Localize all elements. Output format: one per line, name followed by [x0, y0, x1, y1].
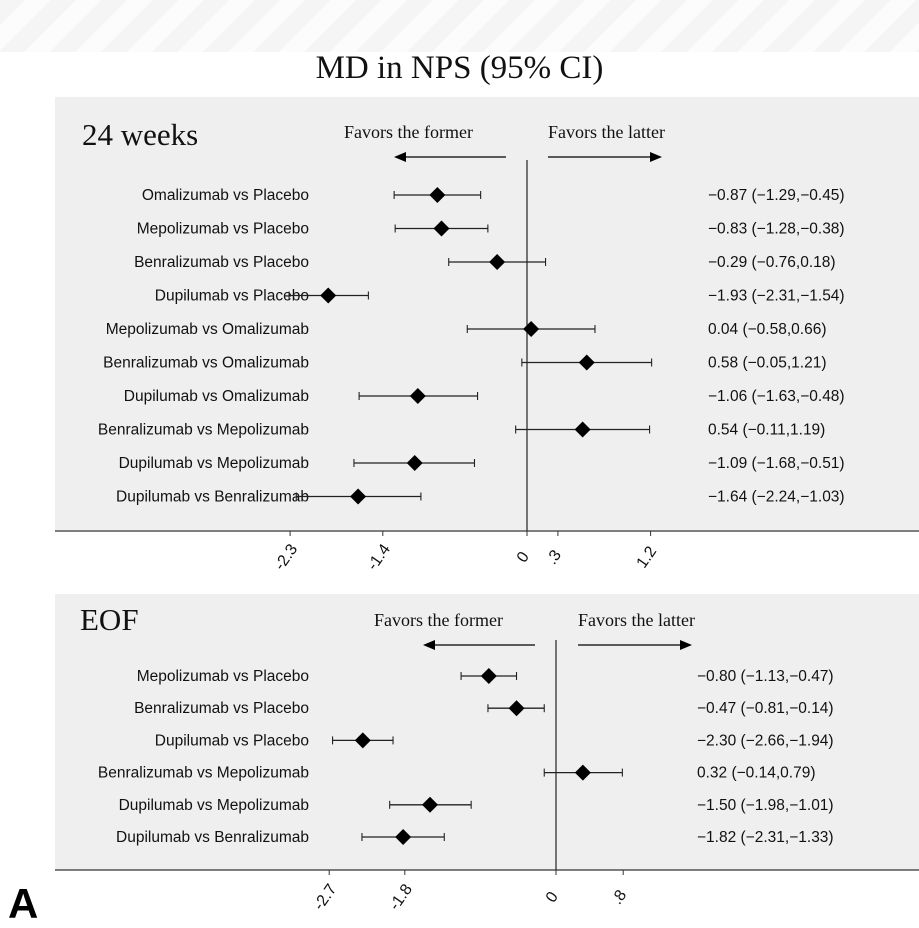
point-estimate-diamond-24-weeks — [578, 354, 595, 371]
favors-latter-arrowhead-24-weeks — [650, 152, 662, 162]
row-value-eof: −2.30 (−2.66,−1.94) — [697, 732, 834, 749]
point-estimate-diamond-eof — [480, 668, 497, 684]
favors-latter-arrowhead-eof — [680, 640, 692, 650]
row-value-eof: −1.50 (−1.98,−1.01) — [697, 797, 834, 814]
point-estimate-diamond-eof — [422, 796, 438, 813]
row-label-24-weeks: Dupilumab vs Mepolizumab — [119, 455, 309, 472]
point-estimate-diamond-24-weeks — [489, 254, 506, 270]
x-tick-label-eof: -1.8 — [386, 881, 416, 913]
row-label-24-weeks: Dupilumab vs Omalizumab — [124, 388, 309, 405]
x-tick-label-24-weeks: -1.4 — [364, 541, 394, 573]
x-tick-label-eof: -2.7 — [311, 881, 341, 913]
favors-former-label-24-weeks: Favors the former — [344, 122, 473, 142]
header-band — [0, 0, 919, 52]
x-tick-label-24-weeks: 1.2 — [634, 543, 661, 571]
row-label-24-weeks: Dupilumab vs Benralizumab — [116, 489, 309, 506]
row-value-24-weeks: −1.93 (−2.31,−1.54) — [708, 288, 845, 305]
point-estimate-diamond-24-weeks — [429, 187, 446, 203]
row-value-eof: −0.80 (−1.13,−0.47) — [697, 668, 834, 685]
x-tick-label-24-weeks: -2.3 — [272, 541, 302, 573]
row-value-24-weeks: 0.58 (−0.05,1.21) — [708, 355, 827, 372]
row-value-24-weeks: −1.09 (−1.68,−0.51) — [708, 455, 845, 472]
point-estimate-diamond-eof — [574, 764, 591, 781]
row-label-24-weeks: Benralizumab vs Placebo — [134, 254, 309, 271]
row-value-24-weeks: −0.87 (−1.29,−0.45) — [708, 187, 845, 204]
panel-label-24-weeks: 24 weeks — [82, 117, 199, 152]
favors-latter-label-24-weeks: Favors the latter — [548, 122, 665, 142]
favors-former-arrowhead-eof — [423, 640, 435, 650]
row-label-eof: Dupilumab vs Benralizumab — [116, 829, 309, 846]
row-value-24-weeks: 0.04 (−0.58,0.66) — [708, 321, 827, 338]
point-estimate-diamond-24-weeks — [433, 220, 450, 237]
favors-former-arrowhead-24-weeks — [394, 152, 406, 162]
panel-24-weeks — [55, 97, 919, 530]
point-estimate-diamond-24-weeks — [406, 455, 423, 471]
row-value-eof: −0.47 (−0.81,−0.14) — [697, 700, 834, 717]
favors-latter-label-eof: Favors the latter — [578, 610, 695, 630]
row-value-24-weeks: −1.64 (−2.24,−1.03) — [708, 489, 845, 506]
row-label-eof: Benralizumab vs Mepolizumab — [98, 765, 309, 782]
panel-label-eof: EOF — [80, 602, 139, 637]
point-estimate-diamond-24-weeks — [523, 321, 540, 337]
point-estimate-diamond-eof — [508, 700, 525, 717]
x-tick-label-24-weeks: 0 — [514, 549, 533, 566]
row-label-24-weeks: Mepolizumab vs Placebo — [137, 221, 309, 238]
chart-title: MD in NPS (95% CI) — [315, 50, 604, 86]
point-estimate-diamond-eof — [354, 732, 371, 749]
row-label-24-weeks: Benralizumab vs Omalizumab — [103, 355, 309, 372]
row-label-24-weeks: Benralizumab vs Mepolizumab — [98, 422, 309, 439]
favors-former-label-eof: Favors the former — [374, 610, 503, 630]
point-estimate-diamond-24-weeks — [574, 421, 591, 438]
figure-label: A — [8, 880, 39, 927]
row-label-eof: Dupilumab vs Mepolizumab — [119, 797, 309, 814]
row-value-eof: −1.82 (−2.31,−1.33) — [697, 829, 834, 846]
row-label-eof: Mepolizumab vs Placebo — [137, 668, 309, 685]
point-estimate-diamond-24-weeks — [320, 287, 337, 304]
point-estimate-diamond-eof — [395, 829, 412, 845]
row-value-24-weeks: −1.06 (−1.63,−0.48) — [708, 388, 845, 405]
x-tick-label-eof: 0 — [543, 889, 562, 906]
x-tick-label-24-weeks: .3 — [543, 547, 565, 568]
row-value-eof: 0.32 (−0.14,0.79) — [697, 765, 816, 782]
row-value-24-weeks: 0.54 (−0.11,1.19) — [708, 422, 825, 439]
row-value-24-weeks: −0.83 (−1.28,−0.38) — [708, 221, 845, 238]
panel-eof — [55, 594, 919, 870]
row-label-24-weeks: Mepolizumab vs Omalizumab — [106, 321, 309, 338]
point-estimate-diamond-24-weeks — [409, 388, 426, 404]
row-label-24-weeks: Dupilumab vs Placebo — [155, 288, 309, 305]
point-estimate-diamond-24-weeks — [350, 488, 367, 505]
row-label-24-weeks: Omalizumab vs Placebo — [142, 187, 309, 204]
row-label-eof: Dupilumab vs Placebo — [155, 732, 309, 749]
x-tick-label-eof: .8 — [609, 887, 631, 908]
row-value-24-weeks: −0.29 (−0.76,0.18) — [708, 254, 836, 271]
row-label-eof: Benralizumab vs Placebo — [134, 700, 309, 717]
